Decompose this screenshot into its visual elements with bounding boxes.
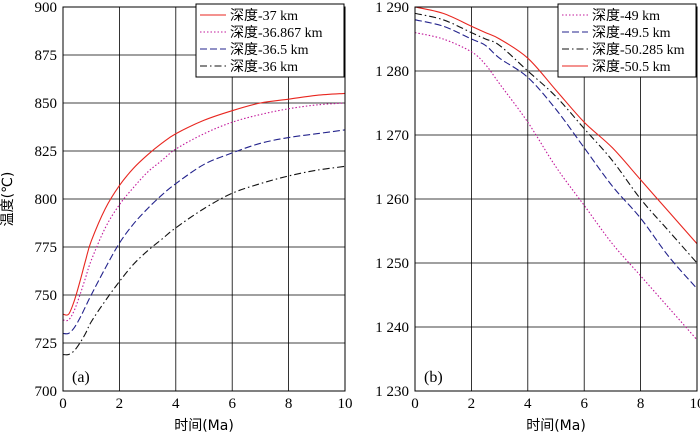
x-tick-label: 6 [580, 396, 588, 412]
chart-panel-a: 0 2 4 6 8 10 700 725 750 775 800 825 850 875 900 时间(Ma)… [0, 0, 353, 434]
y-tick-label: 1 270 [375, 128, 409, 144]
y-tick-label: 1 280 [375, 64, 409, 80]
y-tick-label: 725 [35, 336, 58, 352]
y-tick-label: 1 290 [375, 0, 409, 16]
legend-label: 深度-36.867 km [230, 25, 323, 41]
y-tick-label: 1 260 [375, 192, 409, 208]
x-tick-label: 10 [690, 396, 700, 412]
y-tick-label: 750 [35, 288, 58, 304]
x-axis-title: 时间(Ma) [174, 418, 234, 434]
y-tick-label: 875 [35, 48, 58, 64]
y-tick-label: 800 [35, 192, 58, 208]
x-tick-label: 6 [228, 396, 236, 412]
x-tick-label: 2 [116, 396, 124, 412]
legend-box [195, 3, 345, 78]
x-tick-label: 8 [285, 396, 293, 412]
legend-box [557, 3, 697, 78]
x-tick-label: 10 [338, 396, 353, 412]
series-line-2 [414, 19, 698, 289]
legend-label: 深度-50.5 km [592, 59, 671, 75]
y-tick-label: 700 [35, 384, 58, 400]
legend-label: 深度-37 km [230, 8, 298, 24]
panel-label: (a) [72, 369, 90, 386]
y-tick-label: 1 240 [375, 320, 409, 336]
y-axis-title: 温度(℃) [0, 172, 16, 227]
y-tick-label: 825 [35, 144, 58, 160]
y-tick-label: 850 [35, 96, 58, 112]
plot-frame [414, 6, 698, 392]
series-line-2 [62, 102, 346, 322]
panel-label: (b) [424, 369, 443, 386]
x-tick-label: 8 [637, 396, 645, 412]
y-tick-label: 900 [35, 0, 58, 16]
x-tick-label: 4 [172, 396, 180, 412]
y-tick-label: 775 [35, 240, 58, 256]
x-tick-label: 2 [468, 396, 476, 412]
series-line-1 [414, 32, 698, 341]
legend-label: 深度-49 km [592, 8, 660, 24]
series-line-3 [62, 129, 346, 335]
legend-label: 深度-50.285 km [592, 42, 685, 58]
legend-label: 深度-49.5 km [592, 25, 671, 41]
y-tick-label: 1 230 [375, 384, 409, 400]
legend-label: 深度-36 km [230, 59, 298, 75]
x-axis-title: 时间(Ma) [526, 418, 586, 434]
series-line-1 [62, 92, 346, 316]
x-tick-label: 0 [59, 396, 67, 412]
series-line-4 [414, 6, 698, 245]
legend-label: 深度-36.5 km [230, 42, 309, 58]
series-line-3 [414, 12, 698, 264]
x-tick-label: 0 [411, 396, 419, 412]
series-line-4 [62, 165, 346, 356]
y-tick-label: 1 250 [375, 256, 409, 272]
chart-panel-b: 0 2 4 6 8 10 1 230 1 240 1 250 1 260 1 270 1 280 1 2… [375, 0, 700, 434]
x-tick-label: 4 [524, 396, 532, 412]
